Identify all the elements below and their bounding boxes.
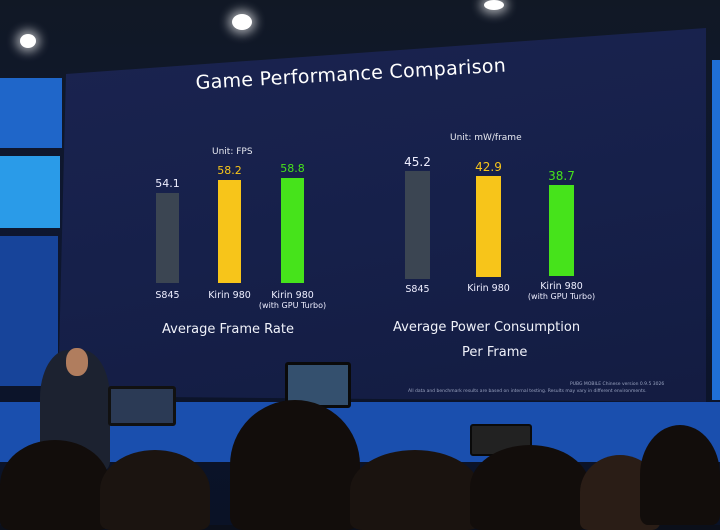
led-panel: [0, 78, 62, 148]
footnote-game: PUBG MOBILE Chinese version 0.9.5 3026: [570, 382, 665, 387]
category-sublabel: (with GPU Turbo): [258, 301, 327, 310]
bar-1-0: [405, 171, 430, 279]
audience-member: [640, 425, 720, 525]
value-label: 42.9: [475, 159, 502, 174]
led-panel: [0, 156, 60, 228]
audience-phone: [285, 362, 351, 408]
value-label: 58.8: [280, 162, 305, 175]
value-label: 58.2: [217, 163, 242, 177]
ceiling-light: [484, 0, 504, 10]
bar-1-2: [549, 185, 574, 276]
unit-label-fps: Unit: FPS: [212, 147, 253, 157]
value-label: 45.2: [404, 155, 431, 169]
bar-0-0: [156, 193, 179, 283]
value-label: 38.7: [548, 169, 575, 184]
unit-label-mw: Unit: mW/frame: [450, 133, 522, 143]
bar-1-1: [476, 175, 501, 278]
category-label: Kirin 980 (with GPU Turbo): [248, 290, 338, 310]
category-label: Kirin 980: [208, 290, 251, 301]
chart-title-power-line2: Per Frame: [462, 345, 528, 360]
bar-0-1: [218, 179, 241, 283]
ceiling-light: [20, 34, 36, 48]
category-label: S845: [155, 290, 180, 301]
category-label: Kirin 980: [467, 282, 510, 294]
presenter-head: [66, 348, 88, 376]
audience-member: [350, 450, 480, 530]
bar-0-2: [281, 178, 304, 283]
led-panel: [0, 236, 58, 386]
audience-member: [230, 400, 360, 530]
audience-member: [0, 440, 110, 530]
category-label: S845: [405, 284, 430, 295]
led-panel: [712, 60, 720, 400]
chart-title-frame-rate: Average Frame Rate: [162, 322, 294, 337]
category-label: Kirin 980 (with GPU Turbo): [517, 281, 607, 301]
value-label: 54.1: [155, 177, 180, 191]
footnote-disclaimer: All data and benchmark results are based…: [408, 389, 647, 394]
chart-title-power: Average Power Consumption: [393, 320, 581, 335]
ceiling-light: [232, 14, 252, 30]
audience-member: [470, 445, 590, 530]
audience-phone: [108, 386, 176, 426]
category-sublabel: (with GPU Turbo): [527, 292, 596, 301]
audience-member: [100, 450, 210, 530]
